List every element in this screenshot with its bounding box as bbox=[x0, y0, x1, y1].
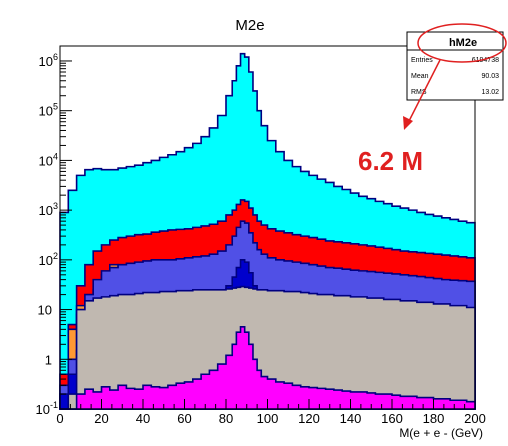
y-tick-label: 10-1 bbox=[36, 400, 58, 417]
y-tick-exponent: 6 bbox=[53, 52, 58, 62]
y-tick-label: 102 bbox=[39, 251, 58, 268]
y-tick-label: 103 bbox=[39, 201, 58, 218]
x-tick-label: 60 bbox=[177, 411, 191, 426]
x-tick-label: 40 bbox=[136, 411, 150, 426]
series-5-area bbox=[60, 285, 476, 410]
y-tick-exponent: 3 bbox=[53, 201, 58, 211]
y-tick-base: 10 bbox=[39, 153, 53, 168]
y-tick-base: 10 bbox=[36, 402, 50, 417]
y-tick-label: 105 bbox=[39, 102, 58, 119]
y-tick-label: 1 bbox=[45, 352, 52, 367]
y-tick-exponent: 2 bbox=[53, 251, 58, 261]
y-tick-base: 1 bbox=[45, 352, 52, 367]
stats-row-value: 13.02 bbox=[481, 89, 499, 96]
x-tick-label: 80 bbox=[219, 411, 233, 426]
y-tick-exponent: 5 bbox=[53, 102, 58, 112]
series-6-area bbox=[60, 326, 476, 410]
y-tick-base: 10 bbox=[39, 203, 53, 218]
x-tick-label: 140 bbox=[340, 411, 362, 426]
axes-layer: 0 20 40 60 80 100 120 140 160 180 20010-1110102103… bbox=[36, 45, 486, 440]
annotation-arrow-head bbox=[403, 116, 413, 130]
chart-title: M2e bbox=[235, 17, 264, 34]
x-tick-label: 100 bbox=[257, 411, 279, 426]
y-tick-base: 10 bbox=[39, 54, 53, 69]
y-tick-base: 10 bbox=[39, 253, 53, 268]
y-tick-label: 10 bbox=[38, 303, 52, 318]
x-tick-label: 160 bbox=[381, 411, 403, 426]
y-tick-base: 10 bbox=[38, 303, 52, 318]
stats-row-label: Entries bbox=[411, 57, 433, 64]
stats-row-label: Mean bbox=[411, 73, 429, 80]
annotation-label: 6.2 M bbox=[358, 146, 423, 176]
annotation-layer: 6.2 M bbox=[358, 23, 507, 176]
x-tick-label: 120 bbox=[298, 411, 320, 426]
stats-box-name: hM2e bbox=[449, 37, 477, 49]
y-tick-exponent: -1 bbox=[50, 400, 58, 410]
stats-row-value: 90.03 bbox=[481, 73, 499, 80]
x-tick-label: 200 bbox=[464, 411, 486, 426]
stats-row-value: 6194738 bbox=[472, 57, 499, 64]
y-tick-base: 10 bbox=[39, 104, 53, 119]
x-tick-label: 20 bbox=[94, 411, 108, 426]
y-tick-label: 106 bbox=[39, 52, 58, 69]
stats-box-frame bbox=[406, 31, 504, 101]
stats-row-label: RMS bbox=[411, 89, 427, 96]
x-axis-title: M(e + e - (GeV) bbox=[399, 426, 483, 440]
x-tick-label: 180 bbox=[423, 411, 445, 426]
stats-box: hM2e Entries 6194738 Mean 90.03 RMS 13.02 bbox=[406, 31, 504, 101]
annotation-ellipse bbox=[417, 23, 507, 63]
annotation-arrow-line bbox=[407, 59, 441, 124]
y-tick-exponent: 4 bbox=[53, 151, 58, 161]
x-tick-label: 0 bbox=[56, 411, 63, 426]
series-layer bbox=[59, 46, 476, 410]
y-tick-label: 104 bbox=[39, 151, 58, 168]
